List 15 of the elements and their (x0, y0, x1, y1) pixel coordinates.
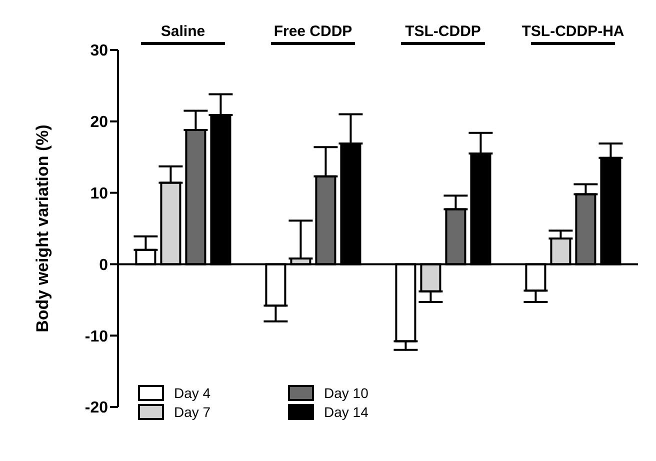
x-tick-label: TSL-CDDP (405, 23, 481, 40)
legend-label: Day 4 (174, 384, 211, 400)
legend-label: Day 14 (324, 404, 368, 420)
y-tick-label: 0 (99, 256, 108, 274)
y-tick-label: 30 (90, 42, 108, 60)
x-tick-label: Saline (160, 23, 206, 40)
y-tick-label: -20 (84, 400, 108, 417)
y-axis-title: Body weight variation (%) (33, 124, 52, 332)
y-tick-label: -10 (84, 328, 108, 346)
y-tick-label: 10 (90, 185, 108, 202)
legend-label: Day 10 (324, 384, 368, 400)
y-tick-label: 20 (90, 114, 108, 132)
x-tick-label: Free CDDP (274, 23, 352, 40)
legend-label: Day 7 (174, 404, 211, 420)
x-tick-label: TSL-CDDP-HA (522, 23, 624, 40)
